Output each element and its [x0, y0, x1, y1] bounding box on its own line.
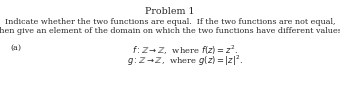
Text: Problem 1: Problem 1: [145, 7, 195, 16]
Text: then give an element of the domain on which the two functions have different val: then give an element of the domain on wh…: [0, 27, 340, 35]
Text: Indicate whether the two functions are equal.  If the two functions are not equa: Indicate whether the two functions are e…: [5, 18, 335, 26]
Text: $g : \mathbb{Z} \to \mathbb{Z}$,  where $g(z) = |z|^2$.: $g : \mathbb{Z} \to \mathbb{Z}$, where $…: [127, 54, 243, 68]
Text: (a): (a): [10, 44, 21, 52]
Text: $f : \mathbb{Z} \to \mathbb{Z}$,  where $f(z) = z^2$.: $f : \mathbb{Z} \to \mathbb{Z}$, where $…: [132, 44, 238, 57]
